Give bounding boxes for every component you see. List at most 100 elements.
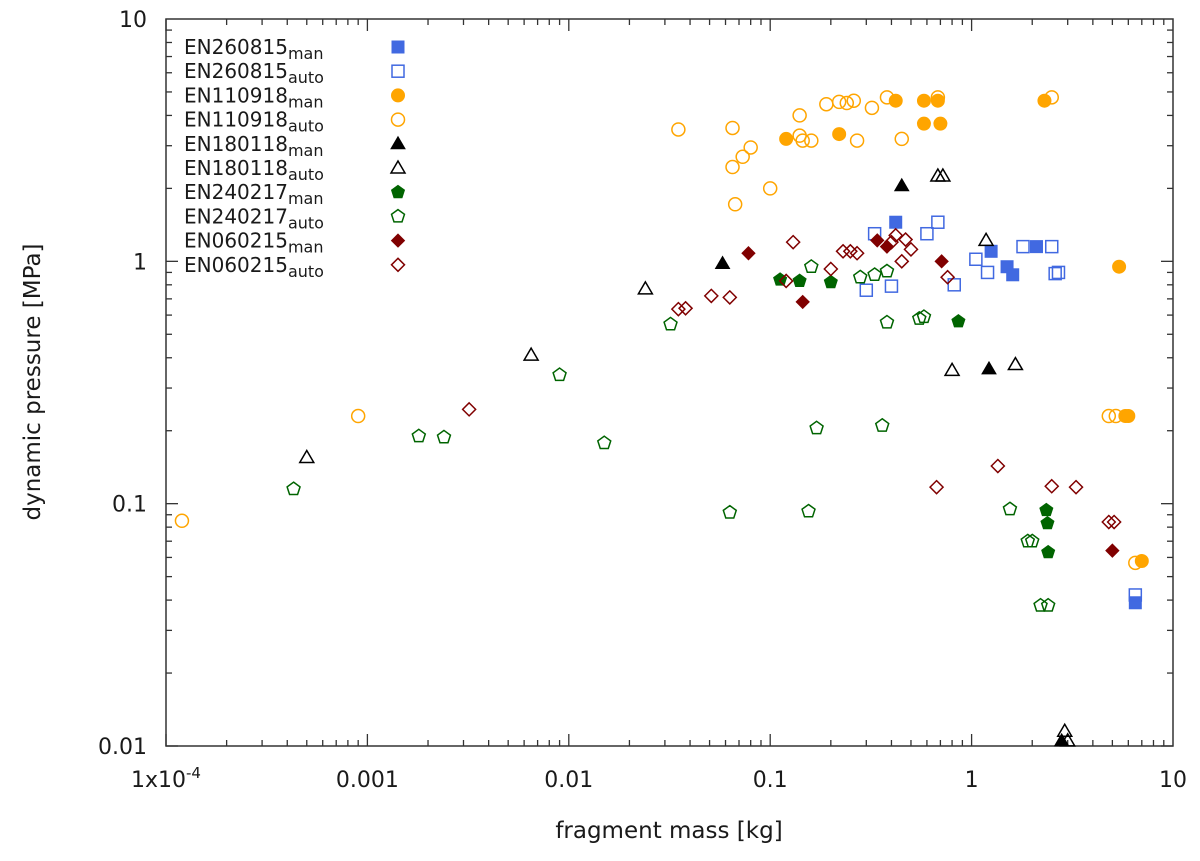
data-point-en240217-man — [951, 314, 966, 328]
data-point-en110918-auto — [762, 181, 778, 196]
data-point-en240217-man — [1039, 502, 1054, 517]
y-tick-label: 10 — [119, 8, 147, 33]
data-point-en060215-auto — [461, 401, 477, 417]
data-point-en060215-auto — [1101, 514, 1117, 530]
data-point-en240217-auto — [663, 316, 678, 331]
data-point-en060215-man — [795, 294, 810, 310]
data-point-en110918-man — [832, 127, 847, 142]
data-point-en180118-auto — [934, 167, 952, 182]
data-point-en240217-auto — [722, 504, 738, 519]
data-point-en110918-auto — [879, 90, 895, 105]
data-point-en110918-auto — [725, 159, 740, 175]
data-point-en180118-man — [981, 360, 997, 375]
data-point-en110918-auto — [894, 131, 910, 147]
data-point-en110918-man — [1112, 259, 1127, 274]
data-point-en240217-man — [773, 272, 788, 286]
data-point-en180118-auto — [1056, 722, 1074, 738]
data-point-en060215-man — [741, 246, 756, 261]
data-point-en240217-auto — [879, 263, 895, 278]
data-point-en110918-man — [1121, 409, 1136, 424]
data-point-en110918-auto — [1108, 408, 1124, 424]
data-points — [174, 90, 1149, 747]
data-point-en240217-auto — [1002, 501, 1018, 516]
data-point-en240217-auto — [803, 259, 819, 273]
data-point-en180118-man — [893, 177, 910, 192]
data-point-en060215-auto — [883, 234, 900, 250]
plot-frame — [165, 18, 1174, 747]
data-point-en260815-auto — [980, 265, 995, 280]
x-tick-label: 0.1 — [753, 768, 788, 793]
data-point-en060215-auto — [678, 300, 694, 316]
data-point-en110918-auto — [725, 120, 740, 136]
series-en240217-auto — [286, 259, 1056, 612]
series-en110918-man — [779, 93, 1149, 568]
data-point-en240217-auto — [552, 367, 567, 382]
series-en060215-man — [741, 233, 1120, 558]
data-point-en240217-auto — [874, 417, 890, 432]
data-point-en060215-auto — [894, 253, 910, 269]
data-point-en060215-auto — [703, 288, 719, 304]
data-point-en060215-man — [934, 254, 949, 269]
series-en260815-auto — [859, 215, 1143, 602]
y-tick-label: 0.01 — [98, 735, 147, 760]
data-point-en110918-auto — [819, 96, 834, 112]
data-point-en240217-man — [1041, 544, 1056, 559]
data-point-en110918-man — [779, 131, 794, 146]
data-point-en110918-auto — [831, 94, 847, 110]
data-point-en180118-auto — [1059, 732, 1076, 747]
data-point-en240217-auto — [1040, 597, 1056, 612]
data-point-en180118-auto — [637, 280, 654, 295]
x-tick-label: 10 — [1159, 768, 1187, 793]
data-point-en060215-auto — [823, 261, 839, 277]
data-point-en060215-auto — [940, 269, 956, 285]
legend-marker-en260815-auto — [391, 64, 405, 78]
data-point-en110918-auto — [350, 408, 366, 424]
data-point-en260815-man — [1128, 596, 1142, 610]
x-tick-label: 0.01 — [544, 768, 593, 793]
data-point-en110918-auto — [1128, 555, 1143, 571]
legend: EN260815manEN260815autoEN110918manEN1109… — [184, 35, 407, 281]
series-en240217-man — [773, 272, 1056, 559]
data-point-en240217-auto — [809, 420, 824, 435]
data-point-en260815-man — [1029, 240, 1043, 254]
data-point-en110918-man — [888, 93, 903, 108]
legend-marker-en240217-auto — [390, 208, 406, 223]
data-point-en110918-auto — [864, 100, 880, 116]
data-point-en110918-man — [933, 116, 948, 131]
legend-marker-en180118-man — [390, 135, 406, 150]
data-point-en260815-auto — [1051, 265, 1066, 280]
data-point-en240217-auto — [879, 314, 895, 329]
data-point-en260815-auto — [920, 226, 934, 241]
series-en060215-auto — [461, 227, 1122, 530]
data-point-en110918-auto — [930, 90, 946, 105]
data-point-en060215-auto — [722, 289, 738, 305]
data-point-en110918-auto — [671, 122, 686, 137]
data-point-en240217-auto — [852, 269, 868, 284]
data-point-en240217-auto — [867, 267, 882, 282]
data-point-en110918-auto — [1101, 408, 1117, 424]
data-point-en060215-auto — [1044, 478, 1060, 494]
data-point-en260815-auto — [931, 215, 945, 229]
data-point-en180118-auto — [943, 361, 961, 377]
data-point-en240217-auto — [1033, 597, 1048, 612]
data-point-en060215-auto — [888, 227, 904, 243]
data-point-en060215-auto — [990, 458, 1006, 474]
legend-marker-en240217-man — [390, 184, 406, 199]
legend-marker-en260815-man — [391, 40, 405, 54]
data-point-en110918-auto — [804, 133, 819, 148]
data-point-en060215-auto — [849, 245, 865, 261]
data-point-en060215-man — [879, 239, 895, 254]
data-point-en180118-auto — [929, 167, 947, 182]
data-point-en060215-auto — [929, 479, 945, 495]
data-point-en260815-auto — [947, 278, 961, 292]
data-point-en110918-auto — [727, 197, 743, 212]
data-point-en110918-man — [916, 93, 931, 108]
data-point-en260815-auto — [1128, 588, 1143, 602]
x-axis-title: fragment mass [kg] — [555, 818, 782, 844]
series-en110918-auto — [174, 90, 1143, 571]
data-point-en240217-auto — [1024, 533, 1040, 548]
data-point-en110918-man — [1037, 93, 1052, 108]
data-point-en240217-auto — [801, 503, 816, 518]
data-point-en240217-auto — [596, 435, 612, 450]
